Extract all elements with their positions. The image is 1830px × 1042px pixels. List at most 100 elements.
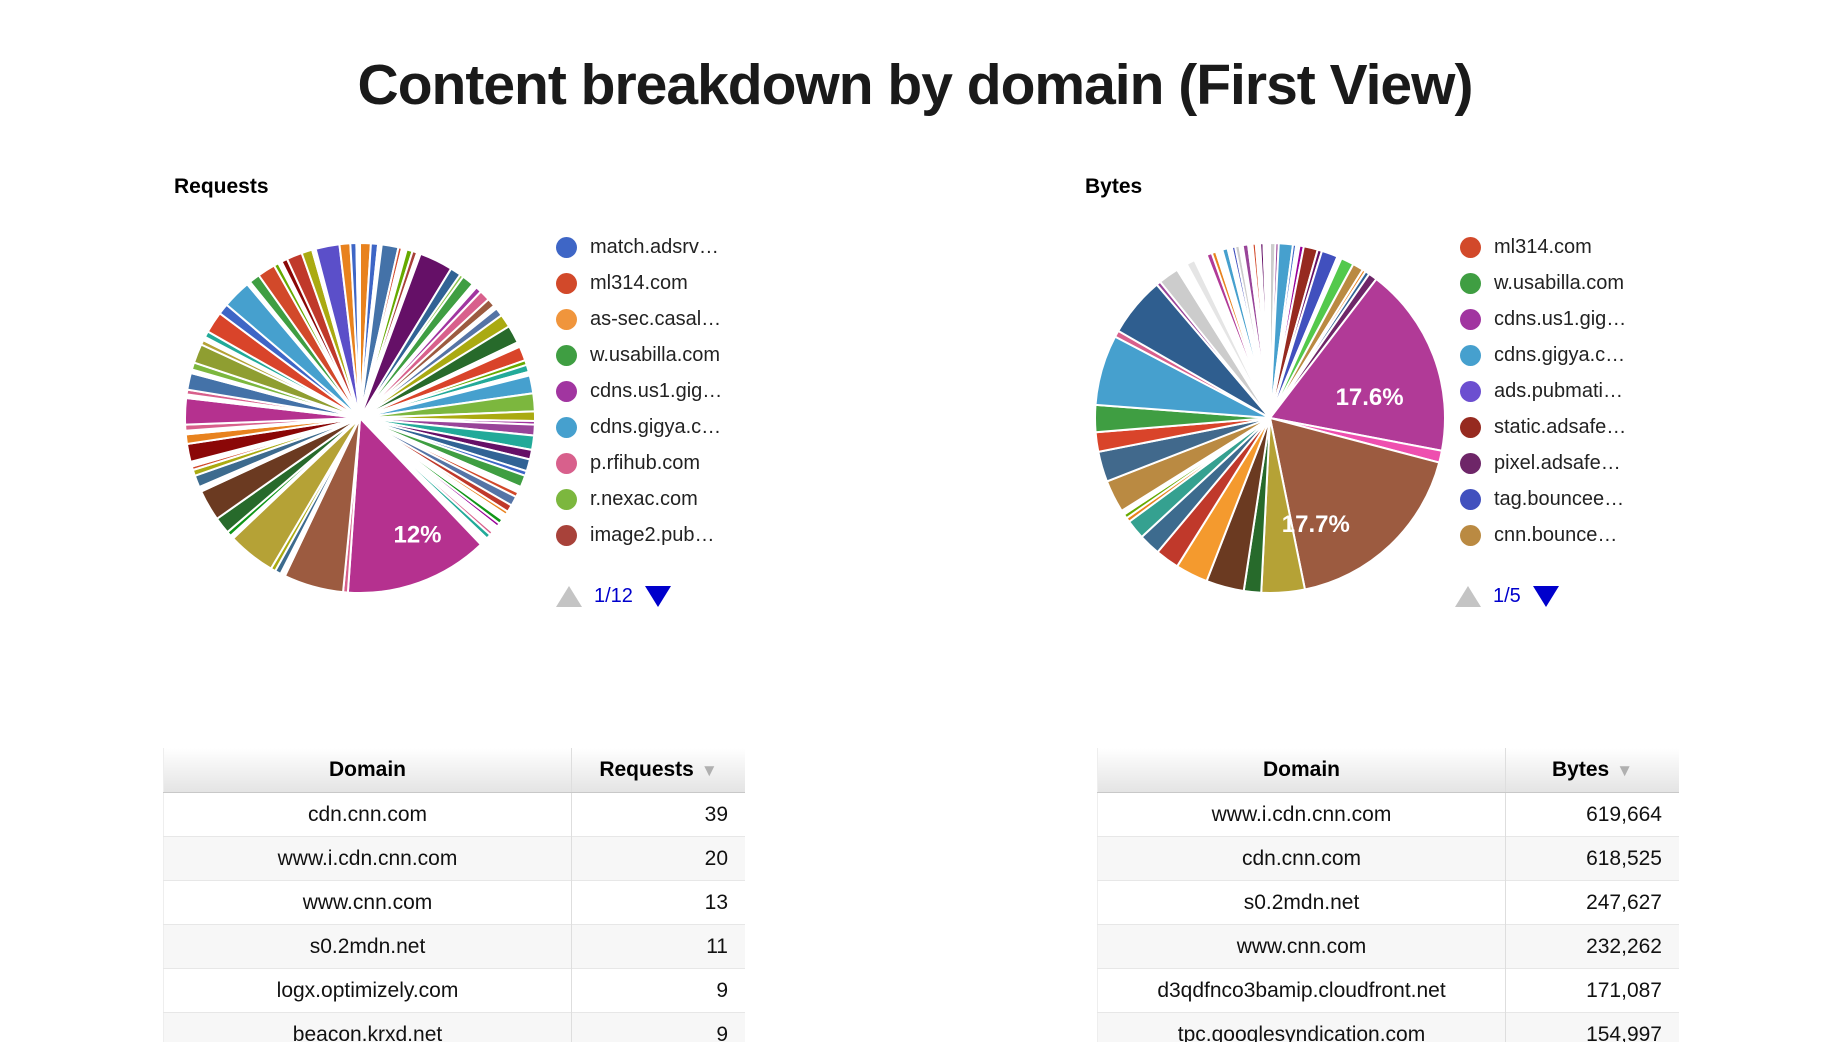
pie-percent-label: 17.7% — [1282, 511, 1350, 538]
pie-percent-label: 17.6% — [1336, 384, 1404, 411]
legend-label: ml314.com — [1494, 235, 1592, 258]
value-cell: 39 — [571, 792, 745, 837]
legend-item[interactable]: r.nexac.com — [556, 481, 722, 517]
legend-swatch-icon — [1460, 236, 1481, 258]
domain-cell: s0.2mdn.net — [163, 924, 572, 969]
legend-item[interactable]: pixel.adsafe… — [1460, 445, 1626, 481]
legend-swatch-icon — [1460, 416, 1481, 438]
domain-cell: cdn.cnn.com — [1097, 836, 1506, 881]
legend-swatch-icon — [1460, 344, 1481, 366]
value-cell: 11 — [571, 924, 745, 969]
bytes-pie-chart: 17.6% 17.7% — [1094, 241, 1446, 594]
bytes-column-header[interactable]: Bytes ▼ — [1505, 748, 1679, 793]
legend-label: tag.bouncee… — [1494, 487, 1625, 510]
pager-previous-icon[interactable] — [556, 586, 582, 607]
bytes-table: Domain Bytes ▼ www.i.cdn.cnn.com 619,664 c… — [1097, 748, 1679, 1042]
table-row: s0.2mdn.net 11 — [163, 924, 745, 969]
legend-swatch-icon — [556, 416, 577, 438]
bytes-legend-pager: 1/5 — [1455, 585, 1559, 608]
bytes-chart-label: Bytes — [1085, 175, 1143, 198]
table-row: logx.optimizely.com 9 — [163, 968, 745, 1013]
legend-item[interactable]: tag.bouncee… — [1460, 481, 1626, 517]
legend-label: as-sec.casal… — [590, 307, 722, 330]
pie-percent-label: 12% — [393, 521, 441, 548]
domain-cell: tpc.googlesyndication.com — [1097, 1012, 1506, 1042]
value-cell: 13 — [571, 880, 745, 925]
legend-item[interactable]: cdns.us1.gig… — [556, 373, 722, 409]
sort-descending-icon: ▼ — [700, 760, 718, 780]
legend-label: cdns.gigya.c… — [1494, 343, 1626, 366]
table-row: beacon.krxd.net 9 — [163, 1012, 745, 1042]
table-row: s0.2mdn.net 247,627 — [1097, 880, 1679, 925]
value-cell: 618,525 — [1505, 836, 1679, 881]
value-cell: 9 — [571, 1012, 745, 1042]
table-row: cdn.cnn.com 618,525 — [1097, 836, 1679, 881]
legend-swatch-icon — [1460, 524, 1481, 546]
page-title: Content breakdown by domain (First View) — [357, 53, 1474, 118]
value-cell: 20 — [571, 836, 745, 881]
legend-swatch-icon — [556, 524, 577, 546]
domain-cell: www.i.cdn.cnn.com — [163, 836, 572, 881]
requests-column-header[interactable]: Requests ▼ — [571, 748, 745, 793]
value-cell: 619,664 — [1505, 792, 1679, 837]
requests-chart-label: Requests — [174, 175, 269, 198]
pie-slice[interactable] — [1268, 277, 1446, 452]
legend-item[interactable]: ml314.com — [556, 265, 722, 301]
table-row: www.cnn.com 13 — [163, 880, 745, 925]
pager-previous-icon[interactable] — [1455, 586, 1481, 607]
value-cell: 154,997 — [1505, 1012, 1679, 1042]
domain-cell: logx.optimizely.com — [163, 968, 572, 1013]
legend-swatch-icon — [556, 488, 577, 510]
domain-cell: cdn.cnn.com — [163, 792, 572, 837]
legend-swatch-icon — [556, 380, 577, 402]
value-cell: 9 — [571, 968, 745, 1013]
legend-swatch-icon — [556, 236, 577, 258]
legend-item[interactable]: cdns.us1.gig… — [1460, 301, 1626, 337]
legend-item[interactable]: w.usabilla.com — [1460, 265, 1626, 301]
legend-label: ads.pubmati… — [1494, 379, 1623, 402]
legend-item[interactable]: cdns.gigya.c… — [1460, 337, 1626, 373]
pager-page-indicator: 1/12 — [594, 585, 633, 607]
pager-next-icon[interactable] — [1532, 586, 1559, 607]
legend-item[interactable]: cdns.gigya.c… — [556, 409, 722, 445]
legend-label: r.nexac.com — [590, 487, 698, 510]
legend-label: cdns.gigya.c… — [590, 415, 722, 438]
legend-swatch-icon — [1460, 272, 1481, 294]
domain-cell: beacon.krxd.net — [163, 1012, 572, 1042]
requests-legend: match.adsrv… ml314.com as-sec.casal… w.usab… — [556, 229, 722, 553]
pie-slice[interactable] — [346, 415, 483, 594]
requests-pie-chart: 12% — [184, 241, 536, 594]
legend-label: cdns.us1.gig… — [1494, 307, 1627, 330]
pie-slice[interactable] — [1262, 241, 1271, 419]
domain-column-header[interactable]: Domain — [163, 748, 572, 793]
domain-cell: s0.2mdn.net — [1097, 880, 1506, 925]
legend-item[interactable]: ads.pubmati… — [1460, 373, 1626, 409]
legend-label: match.adsrv… — [590, 235, 719, 258]
legend-item[interactable]: static.adsafe… — [1460, 409, 1626, 445]
legend-swatch-icon — [556, 308, 577, 330]
pie-slice[interactable] — [355, 241, 361, 419]
value-cell: 247,627 — [1505, 880, 1679, 925]
legend-swatch-icon — [556, 452, 577, 474]
legend-item[interactable]: as-sec.casal… — [556, 301, 722, 337]
legend-item[interactable]: match.adsrv… — [556, 229, 722, 265]
legend-item[interactable]: image2.pub… — [556, 517, 722, 553]
sort-descending-icon: ▼ — [1616, 760, 1634, 780]
legend-label: ml314.com — [590, 271, 688, 294]
legend-item[interactable]: p.rfihub.com — [556, 445, 722, 481]
pager-next-icon[interactable] — [644, 586, 671, 607]
requests-table: Domain Requests ▼ cdn.cnn.com 39 www.i.cdn… — [163, 748, 745, 1042]
legend-item[interactable]: ml314.com — [1460, 229, 1626, 265]
table-row: tpc.googlesyndication.com 154,997 — [1097, 1012, 1679, 1042]
legend-label: pixel.adsafe… — [1494, 451, 1621, 474]
legend-label: p.rfihub.com — [590, 451, 701, 474]
table-row: www.i.cdn.cnn.com 619,664 — [1097, 792, 1679, 837]
legend-item[interactable]: w.usabilla.com — [556, 337, 722, 373]
value-cell: 171,087 — [1505, 968, 1679, 1013]
legend-item[interactable]: cnn.bounce… — [1460, 517, 1626, 553]
domain-cell: d3qdfnco3bamip.cloudfront.net — [1097, 968, 1506, 1013]
legend-label: w.usabilla.com — [1494, 271, 1625, 294]
legend-label: image2.pub… — [590, 523, 715, 546]
domain-column-header[interactable]: Domain — [1097, 748, 1506, 793]
pie-slice[interactable] — [1268, 416, 1441, 591]
